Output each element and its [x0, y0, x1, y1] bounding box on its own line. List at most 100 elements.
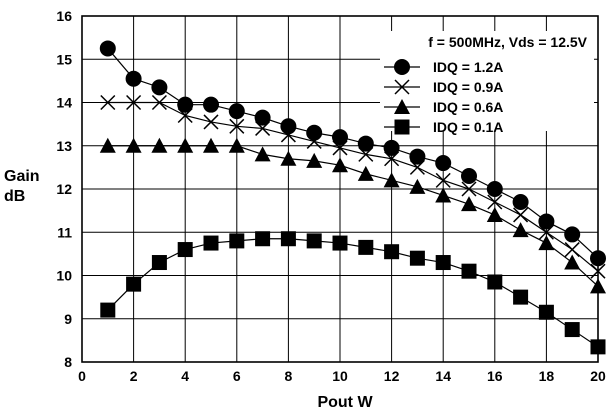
data-point-x: [358, 146, 374, 162]
data-point-x: [461, 181, 477, 197]
data-point-triangle: [409, 178, 426, 194]
x-tick-label: 2: [130, 368, 138, 384]
data-point-square: [384, 244, 400, 260]
x-marker-stroke: [332, 140, 348, 156]
data-point-x: [332, 140, 348, 156]
data-point-circle: [125, 70, 142, 87]
data-point-square: [538, 304, 554, 320]
y-tick-label: 16: [56, 8, 72, 24]
data-point-square: [280, 231, 296, 247]
data-point-circle: [254, 109, 271, 126]
data-point-circle: [99, 40, 116, 57]
x-tick-label: 0: [78, 368, 86, 384]
data-point-triangle: [538, 235, 555, 251]
legend-marker-square: [394, 119, 410, 135]
data-point-triangle: [177, 137, 194, 153]
data-point-circle: [280, 118, 297, 135]
data-point-circle: [203, 96, 219, 113]
data-point-triangle: [332, 157, 348, 173]
data-point-triangle: [461, 196, 477, 212]
legend-items: IDQ = 1.2A IDQ = 0.9A IDQ = 0.6A IDQ = 0.1A: [384, 59, 503, 135]
y-tick-label: 13: [56, 138, 72, 154]
legend-item-triangle: IDQ = 0.6A: [384, 99, 503, 115]
data-point-triangle: [125, 137, 142, 153]
x-tick-label: 6: [233, 368, 241, 384]
data-point-x: [590, 263, 606, 279]
data-point-triangle: [435, 187, 452, 203]
data-point-circle: [228, 103, 245, 120]
tick-labels: 0 2 4 6 8 10 12 14 16 18 20 8 9 10 11 12 13 14 15 16: [56, 8, 606, 384]
data-point-triangle: [357, 165, 374, 181]
data-point-triangle: [280, 150, 297, 166]
data-point-square: [306, 233, 322, 249]
y-tick-label: 8: [64, 354, 72, 370]
legend-item-circle: IDQ = 1.2A: [384, 59, 503, 75]
x-tick-label: 20: [590, 368, 606, 384]
x-tick-label: 8: [285, 368, 293, 384]
data-point-x: [151, 94, 167, 111]
axes-frame: [81, 15, 599, 363]
data-point-x: [487, 194, 503, 210]
data-point-triangle: [486, 206, 503, 222]
data-point-x: [409, 159, 425, 175]
data-point-circle: [306, 124, 323, 141]
legend-marker-x: [394, 79, 410, 95]
data-point-circle: [151, 79, 168, 96]
data-point-x: [564, 242, 580, 258]
x-marker-stroke: [394, 79, 410, 95]
y-tick-label: 14: [56, 95, 72, 111]
x-marker-stroke: [177, 107, 193, 124]
data-point-circle: [177, 96, 194, 113]
data-point-triangle: [590, 278, 606, 294]
data-point-square: [487, 274, 503, 290]
series-line-x: [107, 101, 599, 272]
data-point-square: [435, 255, 451, 271]
x-marker-stroke: [435, 172, 451, 188]
data-point-circle: [435, 155, 452, 172]
x-marker-stroke: [306, 133, 322, 149]
data-point-circle: [486, 181, 503, 197]
x-tick-label: 18: [539, 368, 555, 384]
legend-label: IDQ = 0.6A: [433, 99, 503, 115]
data-point-circle: [564, 226, 581, 243]
data-point-x: [435, 172, 451, 188]
y-axis-title-line-1: Gain: [4, 168, 40, 185]
data-point-square: [100, 302, 116, 318]
data-point-square: [513, 289, 529, 305]
data-point-triangle: [254, 146, 271, 162]
data-point-circle: [538, 213, 555, 230]
data-point-x: [126, 94, 142, 111]
x-marker-stroke: [409, 159, 425, 175]
data-point-x: [177, 107, 193, 124]
data-point-circle: [357, 135, 374, 152]
data-point-triangle: [564, 254, 581, 270]
data-point-triangle: [151, 137, 168, 153]
x-tick-label: 4: [181, 368, 189, 384]
legend-label: IDQ = 0.9A: [433, 79, 503, 95]
data-point-square: [126, 276, 142, 292]
data-point-square: [255, 231, 271, 247]
x-marker-stroke: [487, 194, 503, 210]
y-tick-label: 10: [56, 268, 72, 284]
x-marker-stroke: [538, 224, 554, 240]
x-marker-stroke: [280, 127, 296, 143]
data-point-triangle: [203, 137, 219, 153]
x-marker-stroke: [203, 114, 219, 130]
legend-box: [380, 31, 594, 131]
data-point-circle: [461, 168, 477, 185]
legend-item-square: IDQ = 0.1A: [384, 119, 503, 135]
y-tick-label: 9: [64, 311, 72, 327]
data-point-circle: [409, 148, 426, 165]
data-point-triangle: [306, 152, 323, 168]
data-point-square: [590, 339, 606, 355]
data-point-square: [564, 322, 580, 338]
data-point-x: [100, 94, 116, 111]
data-point-x: [229, 118, 245, 134]
data-point-triangle: [99, 137, 116, 153]
x-marker-stroke: [229, 118, 245, 134]
x-marker-stroke: [590, 263, 606, 279]
y-tick-label: 15: [56, 51, 72, 67]
data-point-circle: [383, 139, 400, 156]
